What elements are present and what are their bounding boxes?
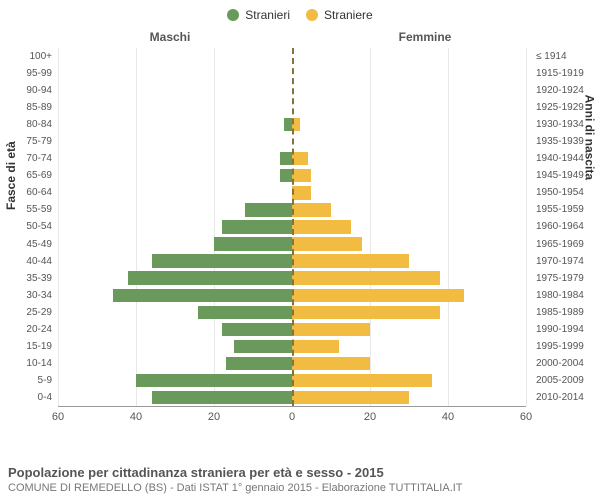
bar-male [245, 203, 292, 216]
bar-male [136, 374, 292, 387]
bar-female [292, 391, 409, 404]
bar-male [113, 289, 292, 302]
birth-label: 2005-2009 [532, 372, 600, 389]
birth-label: 1965-1969 [532, 236, 600, 253]
birth-label: 1955-1959 [532, 201, 600, 218]
birth-label: 1945-1949 [532, 167, 600, 184]
x-tick-label: 20 [364, 411, 376, 423]
bar-male [280, 169, 292, 182]
chart-subtitle: COMUNE DI REMEDELLO (BS) - Dati ISTAT 1°… [8, 482, 592, 494]
chart-footer: Popolazione per cittadinanza straniera p… [8, 465, 592, 494]
bar-male [284, 118, 292, 131]
birth-label: 1995-1999 [532, 338, 600, 355]
legend-swatch-female [306, 9, 318, 21]
legend-item-male: Stranieri [227, 8, 290, 22]
birth-label: 1940-1944 [532, 150, 600, 167]
bar-female [292, 186, 311, 199]
bar-female [292, 289, 464, 302]
bar-male [222, 220, 292, 233]
birth-label: 2000-2004 [532, 355, 600, 372]
age-label: 90-94 [0, 82, 56, 99]
birth-label: 1975-1979 [532, 270, 600, 287]
chart-title: Popolazione per cittadinanza straniera p… [8, 465, 592, 480]
birth-label: 1960-1964 [532, 218, 600, 235]
age-label: 65-69 [0, 167, 56, 184]
birth-label: 1920-1924 [532, 82, 600, 99]
age-label: 60-64 [0, 184, 56, 201]
bar-female [292, 374, 432, 387]
header-female: Femmine [300, 30, 600, 44]
birth-label: 1980-1984 [532, 287, 600, 304]
birth-label: 1985-1989 [532, 304, 600, 321]
birth-label: 1950-1954 [532, 184, 600, 201]
age-label: 35-39 [0, 270, 56, 287]
bar-male [226, 357, 292, 370]
age-label: 50-54 [0, 218, 56, 235]
age-label: 95-99 [0, 65, 56, 82]
bar-female [292, 271, 440, 284]
legend-label-female: Straniere [324, 8, 373, 22]
bar-female [292, 220, 351, 233]
bar-female [292, 323, 370, 336]
birth-label: 1970-1974 [532, 253, 600, 270]
bar-male [152, 254, 292, 267]
bar-male [234, 340, 293, 353]
bar-female [292, 203, 331, 216]
header-male: Maschi [0, 30, 300, 44]
birth-label: 1990-1994 [532, 321, 600, 338]
bar-female [292, 357, 370, 370]
bar-female [292, 340, 339, 353]
x-tick-label: 60 [52, 411, 64, 423]
legend-label-male: Stranieri [245, 8, 290, 22]
age-label: 5-9 [0, 372, 56, 389]
birth-labels: ≤ 19141915-19191920-19241925-19291930-19… [532, 48, 600, 406]
center-line [292, 48, 294, 406]
age-label: 75-79 [0, 133, 56, 150]
legend: Stranieri Straniere [0, 0, 600, 22]
age-label: 55-59 [0, 201, 56, 218]
legend-item-female: Straniere [306, 8, 373, 22]
x-tick-label: 40 [442, 411, 454, 423]
age-label: 10-14 [0, 355, 56, 372]
bar-male [152, 391, 292, 404]
age-label: 40-44 [0, 253, 56, 270]
legend-swatch-male [227, 9, 239, 21]
bar-male [128, 271, 292, 284]
age-labels: 100+95-9990-9485-8980-8475-7970-7465-696… [0, 48, 56, 406]
birth-label: 1925-1929 [532, 99, 600, 116]
bar-female [292, 306, 440, 319]
age-label: 20-24 [0, 321, 56, 338]
x-tick-label: 20 [208, 411, 220, 423]
age-label: 25-29 [0, 304, 56, 321]
age-label: 0-4 [0, 389, 56, 406]
bar-female [292, 254, 409, 267]
birth-label: ≤ 1914 [532, 48, 600, 65]
bar-male [214, 237, 292, 250]
population-pyramid-chart: Stranieri Straniere Maschi Femmine Fasce… [0, 0, 600, 500]
x-tick-label: 0 [289, 411, 295, 423]
age-label: 70-74 [0, 150, 56, 167]
bar-male [280, 152, 292, 165]
birth-label: 2010-2014 [532, 389, 600, 406]
age-label: 30-34 [0, 287, 56, 304]
age-label: 80-84 [0, 116, 56, 133]
bar-male [222, 323, 292, 336]
age-label: 85-89 [0, 99, 56, 116]
bar-female [292, 152, 308, 165]
gridline [526, 48, 527, 406]
birth-label: 1935-1939 [532, 133, 600, 150]
age-label: 45-49 [0, 236, 56, 253]
x-tick-label: 40 [130, 411, 142, 423]
bar-female [292, 169, 311, 182]
bar-female [292, 237, 362, 250]
birth-label: 1930-1934 [532, 116, 600, 133]
x-axis: 6040200204060 [58, 406, 526, 428]
bar-male [198, 306, 292, 319]
plot-area: 6040200204060 [58, 48, 526, 428]
age-label: 15-19 [0, 338, 56, 355]
birth-label: 1915-1919 [532, 65, 600, 82]
x-tick-label: 60 [520, 411, 532, 423]
age-label: 100+ [0, 48, 56, 65]
side-headers: Maschi Femmine [0, 30, 600, 44]
